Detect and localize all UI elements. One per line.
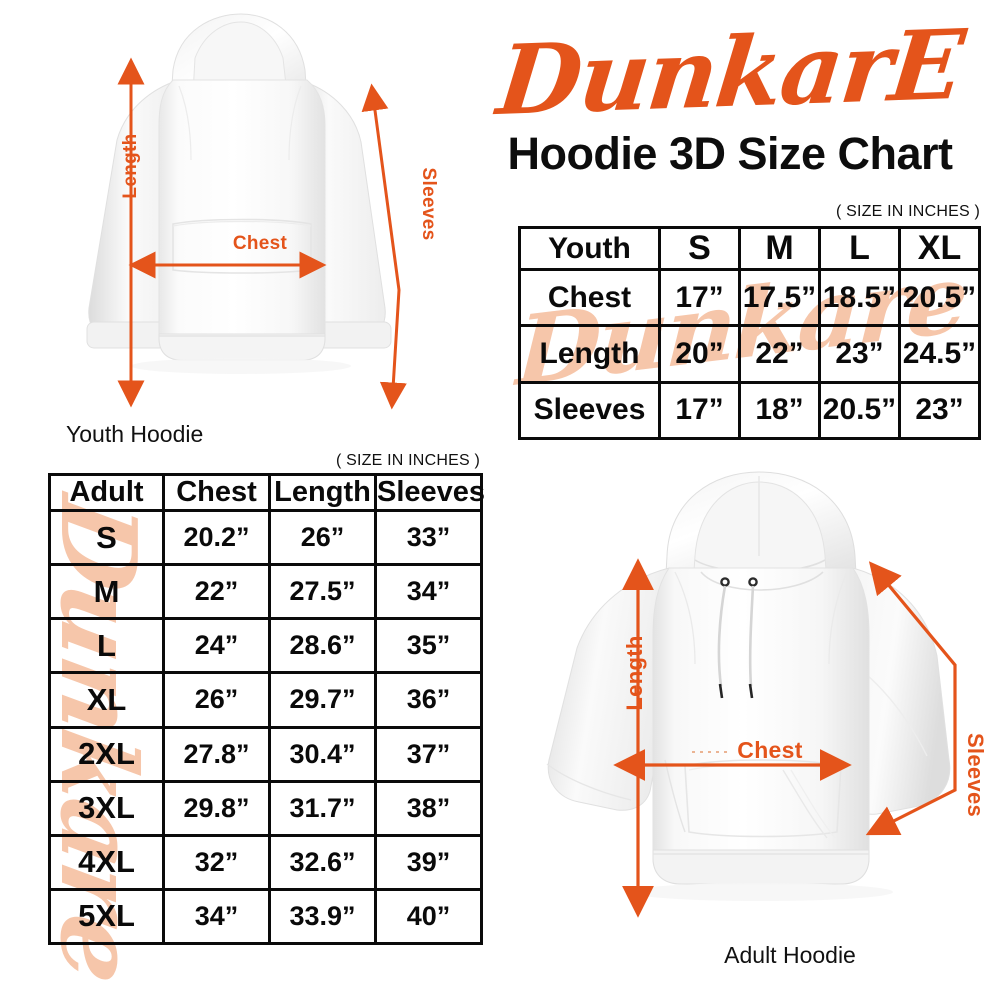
adult-length-label: Length	[622, 635, 647, 711]
table-row: L 24” 28.6” 35”	[48, 617, 483, 675]
table-row: 2XL 27.8” 30.4” 37”	[48, 725, 483, 783]
youth-size-in-inches-note: ( SIZE IN INCHES )	[835, 203, 980, 220]
youth-cell-chest-l: 18.5”	[818, 267, 901, 328]
adult-col-length: Length	[268, 473, 377, 512]
adult-size-table: Adult Chest Length Sleeves S 20.2” 26” 3…	[48, 473, 485, 946]
adult-cell-m-chest: 22”	[162, 563, 271, 621]
adult-cell-4xl-sleeves: 39”	[374, 833, 483, 891]
adult-cell-3xl-length: 31.7”	[268, 779, 377, 837]
youth-cell-sleeves-l: 20.5”	[818, 380, 901, 441]
table-row: 5XL 34” 33.9” 40”	[48, 887, 483, 946]
youth-corner-label: Youth	[518, 226, 661, 271]
adult-cell-2xl-chest: 27.8”	[162, 725, 271, 783]
brand-wordmark: DunkarE	[492, 7, 968, 138]
youth-cell-sleeves-s: 17”	[658, 380, 741, 441]
adult-cell-5xl-sleeves: 40”	[374, 887, 483, 946]
adult-hoodie-illustration	[545, 460, 975, 940]
youth-cell-length-xl: 24.5”	[898, 324, 981, 384]
youth-cell-sleeves-m: 18”	[738, 380, 821, 441]
table-row: S 20.2” 26” 33”	[48, 508, 483, 567]
youth-cell-chest-s: 17”	[658, 267, 741, 328]
adult-corner-label: Adult	[48, 473, 165, 512]
table-row: Chest 17” 17.5” 18.5” 20.5”	[518, 267, 981, 328]
dunkare-logo: DunkarE	[470, 8, 990, 138]
youth-cell-chest-m: 17.5”	[738, 267, 821, 328]
youth-row-label-sleeves: Sleeves	[518, 380, 661, 441]
youth-row-label-chest: Chest	[518, 267, 661, 328]
adult-row-label-4xl: 4XL	[48, 833, 165, 891]
table-row: Length 20” 22” 23” 24.5”	[518, 324, 981, 384]
youth-sleeves-label: Sleeves	[418, 167, 439, 241]
table-row: 4XL 32” 32.6” 39”	[48, 833, 483, 891]
adult-cell-3xl-chest: 29.8”	[162, 779, 271, 837]
table-row: Sleeves 17” 18” 20.5” 23”	[518, 380, 981, 441]
youth-col-s: S	[658, 226, 741, 271]
youth-cell-sleeves-xl: 23”	[898, 380, 981, 441]
adult-cell-s-chest: 20.2”	[162, 508, 271, 567]
table-row: 3XL 29.8” 31.7” 38”	[48, 779, 483, 837]
adult-col-sleeves: Sleeves	[374, 473, 485, 512]
table-header-row: Adult Chest Length Sleeves	[48, 473, 485, 512]
adult-row-label-3xl: 3XL	[48, 779, 165, 837]
adult-row-label-m: M	[48, 563, 165, 621]
adult-row-label-xl: XL	[48, 671, 165, 729]
adult-cell-3xl-sleeves: 38”	[374, 779, 483, 837]
table-row: M 22” 27.5” 34”	[48, 563, 483, 621]
adult-sleeves-label: Sleeves	[963, 732, 988, 818]
youth-cell-chest-xl: 20.5”	[898, 267, 981, 328]
youth-col-m: M	[738, 226, 821, 271]
adult-cell-5xl-length: 33.9”	[268, 887, 377, 946]
adult-cell-l-length: 28.6”	[268, 617, 377, 675]
adult-cell-s-sleeves: 33”	[374, 508, 483, 567]
adult-cell-l-sleeves: 35”	[374, 617, 483, 675]
adult-cell-4xl-length: 32.6”	[268, 833, 377, 891]
youth-cell-length-s: 20”	[658, 324, 741, 384]
adult-cell-4xl-chest: 32”	[162, 833, 271, 891]
adult-cell-xl-sleeves: 36”	[374, 671, 483, 729]
adult-col-chest: Chest	[162, 473, 271, 512]
adult-figure-caption: Adult Hoodie	[724, 942, 856, 968]
adult-cell-xl-length: 29.7”	[268, 671, 377, 729]
youth-hoodie-illustration	[55, 8, 405, 408]
youth-col-xl: XL	[898, 226, 981, 271]
adult-size-in-inches-note: ( SIZE IN INCHES )	[335, 452, 480, 469]
youth-length-label: Length	[120, 133, 141, 199]
adult-cell-l-chest: 24”	[162, 617, 271, 675]
adult-cell-5xl-chest: 34”	[162, 887, 271, 946]
youth-col-l: L	[818, 226, 901, 271]
youth-size-table: Youth S M L XL Chest 17” 17.5” 18.5” 20.…	[518, 226, 981, 441]
page-title: Hoodie 3D Size Chart	[507, 128, 953, 179]
table-header-row: Youth S M L XL	[518, 226, 981, 271]
adult-cell-2xl-sleeves: 37”	[374, 725, 483, 783]
adult-row-label-s: S	[48, 508, 165, 567]
adult-cell-xl-chest: 26”	[162, 671, 271, 729]
adult-row-label-l: L	[48, 617, 165, 675]
adult-cell-m-sleeves: 34”	[374, 563, 483, 621]
adult-cell-s-length: 26”	[268, 508, 377, 567]
youth-row-label-length: Length	[518, 324, 661, 384]
youth-chest-label: Chest	[232, 233, 288, 254]
youth-cell-length-m: 22”	[738, 324, 821, 384]
adult-row-label-5xl: 5XL	[48, 887, 165, 946]
adult-row-label-2xl: 2XL	[48, 725, 165, 783]
table-row: XL 26” 29.7” 36”	[48, 671, 483, 729]
adult-cell-m-length: 27.5”	[268, 563, 377, 621]
youth-figure-caption: Youth Hoodie	[66, 421, 204, 447]
adult-chest-label: Chest	[737, 737, 803, 763]
adult-cell-2xl-length: 30.4”	[268, 725, 377, 783]
youth-cell-length-l: 23”	[818, 324, 901, 384]
